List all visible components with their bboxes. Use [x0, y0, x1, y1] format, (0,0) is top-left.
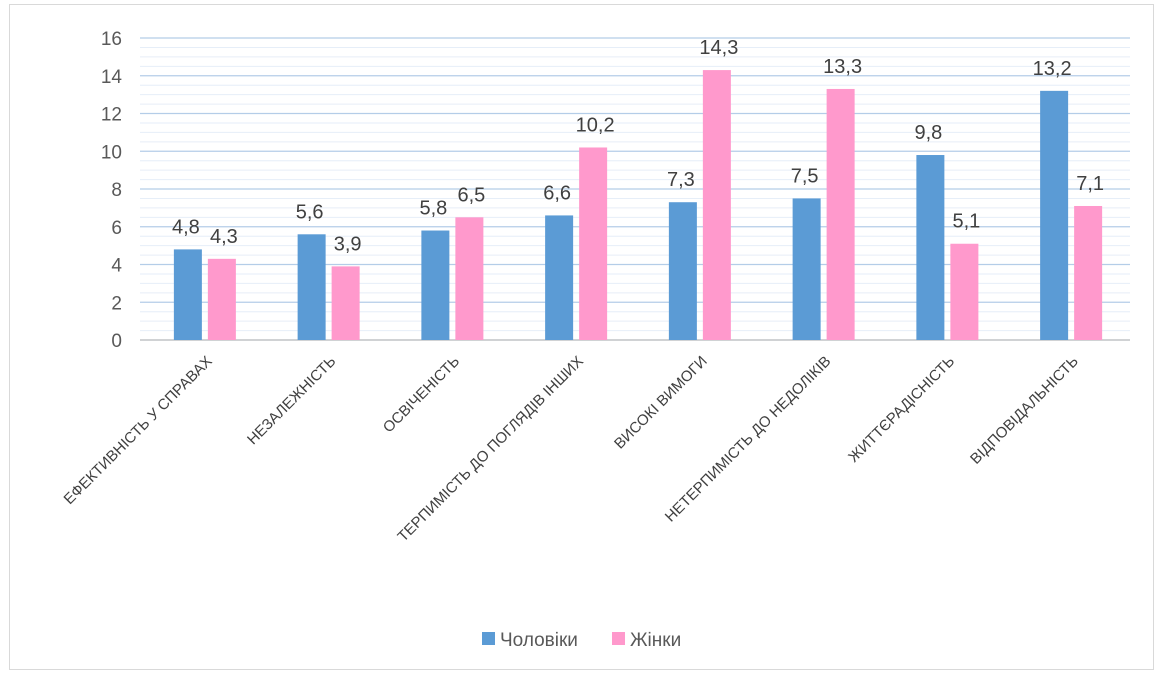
data-label-women: 6,5 — [457, 184, 485, 206]
data-label-men: 5,8 — [419, 198, 447, 220]
bar-women — [455, 217, 484, 340]
bar-women — [950, 243, 979, 340]
bar-women — [1074, 205, 1103, 340]
y-tick-label: 6 — [111, 218, 122, 239]
bar-men — [297, 234, 326, 340]
x-axis: ЕФЕКТИВНІСТЬ У СПРАВАХ НЕЗАЛЕЖНІСТЬ ОСВІЧЕ… — [61, 353, 1083, 546]
gridlines — [140, 37, 1130, 341]
data-label-men: 7,5 — [791, 165, 819, 187]
legend-label-men: Чоловіки — [500, 630, 578, 651]
bar-men — [421, 230, 450, 340]
y-tick-label: 10 — [101, 142, 122, 163]
data-label-men: 7,3 — [667, 169, 695, 191]
legend: Чоловіки Жінки — [482, 630, 681, 651]
y-tick-label: 14 — [101, 67, 123, 88]
y-tick-label: 4 — [111, 256, 122, 277]
data-label-women: 5,1 — [952, 211, 980, 233]
data-label-men: 4,8 — [172, 216, 200, 238]
bar-women — [331, 266, 360, 340]
bar-men — [545, 215, 574, 340]
category-label: ВІДПОВІДАЛЬНІСТЬ — [967, 353, 1082, 468]
bar-men — [916, 155, 945, 340]
data-labels: 4,8 4,3 5,6 3,9 5,8 6,5 6,6 10,2 7,3 14,3 7,5 13,3 9… — [172, 37, 1104, 255]
data-label-men: 9,8 — [914, 122, 942, 144]
bar-men — [1040, 90, 1069, 340]
y-tick-label: 16 — [101, 29, 122, 50]
bar-men — [792, 198, 821, 340]
data-label-women: 14,3 — [699, 37, 738, 59]
legend-swatch-women — [612, 632, 625, 645]
bar-women — [826, 88, 855, 341]
bars — [173, 70, 1103, 341]
data-label-men: 5,6 — [296, 201, 324, 223]
data-label-women: 3,9 — [334, 233, 362, 255]
bar-men — [668, 202, 697, 340]
y-tick-label: 0 — [111, 331, 122, 352]
data-label-women: 4,3 — [210, 226, 238, 248]
category-label: ОСВІЧЕНІСТЬ — [380, 353, 464, 437]
y-tick-label: 2 — [111, 293, 122, 314]
category-label: НЕЗАЛЕЖНІСТЬ — [244, 353, 340, 449]
y-tick-label: 12 — [101, 105, 122, 126]
bar-women — [702, 70, 731, 341]
data-label-men: 6,6 — [543, 182, 571, 204]
data-label-women: 10,2 — [576, 114, 615, 136]
legend-swatch-men — [482, 632, 495, 645]
category-label: ВИСОКІ ВИМОГИ — [611, 353, 711, 453]
bar-men — [173, 249, 202, 340]
data-label-women: 13,3 — [823, 56, 862, 78]
bar-women — [579, 147, 608, 340]
category-label: ЕФЕКТИВНІСТЬ У СПРАВАХ — [61, 353, 216, 508]
legend-label-women: Жінки — [630, 630, 681, 651]
data-label-women: 7,1 — [1076, 173, 1104, 195]
y-axis: 0 2 4 6 8 10 12 14 16 — [101, 29, 123, 352]
bar-women — [207, 258, 236, 340]
y-tick-label: 8 — [111, 180, 122, 201]
category-label: ЖИТТЄРАДІСНІСТЬ — [845, 353, 958, 466]
data-label-men: 13,2 — [1033, 58, 1072, 80]
